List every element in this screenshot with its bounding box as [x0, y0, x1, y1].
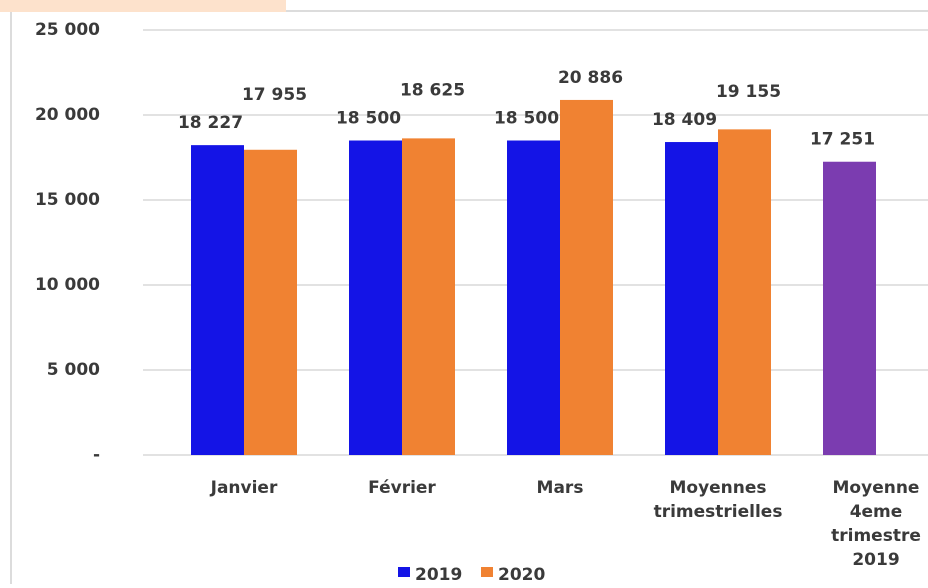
- bar: [244, 149, 297, 455]
- bar: [665, 142, 718, 455]
- y-tick-label: 25 000: [35, 20, 100, 40]
- bar: [402, 138, 455, 455]
- x-tick-label: Mars: [537, 478, 584, 498]
- y-tick-label: -: [93, 445, 100, 465]
- value-label: 17 251: [810, 130, 875, 150]
- bar: [823, 161, 876, 455]
- bar: [718, 129, 771, 456]
- header-band: [0, 0, 286, 12]
- bar: [191, 145, 244, 456]
- bar: [507, 140, 560, 455]
- value-label: 18 625: [400, 81, 465, 101]
- x-tick-label: Janvier: [210, 478, 278, 498]
- legend-label: 2019: [415, 565, 462, 584]
- value-label: 17 955: [242, 85, 307, 105]
- value-label: 18 500: [494, 109, 559, 129]
- y-tick-label: 10 000: [35, 275, 100, 295]
- bar: [560, 99, 613, 456]
- value-label: 18 227: [178, 113, 243, 133]
- y-tick-label: 20 000: [35, 105, 100, 125]
- x-tick-label: Moyenne 4eme trimestre 2019: [831, 478, 921, 570]
- legend-swatch: [481, 567, 493, 577]
- chart-border: [10, 10, 928, 588]
- y-tick-label: 5 000: [47, 360, 100, 380]
- x-tick-label: Moyennes trimestrielles: [654, 478, 783, 522]
- value-label: 20 886: [558, 68, 623, 88]
- value-label: 18 409: [652, 110, 717, 130]
- bar: [349, 140, 402, 455]
- value-label: 19 155: [716, 82, 781, 102]
- legend-swatch: [398, 567, 410, 577]
- legend-label: 2020: [498, 565, 545, 584]
- x-tick-label: Février: [368, 478, 436, 498]
- y-tick-label: 15 000: [35, 190, 100, 210]
- value-label: 18 500: [336, 109, 401, 129]
